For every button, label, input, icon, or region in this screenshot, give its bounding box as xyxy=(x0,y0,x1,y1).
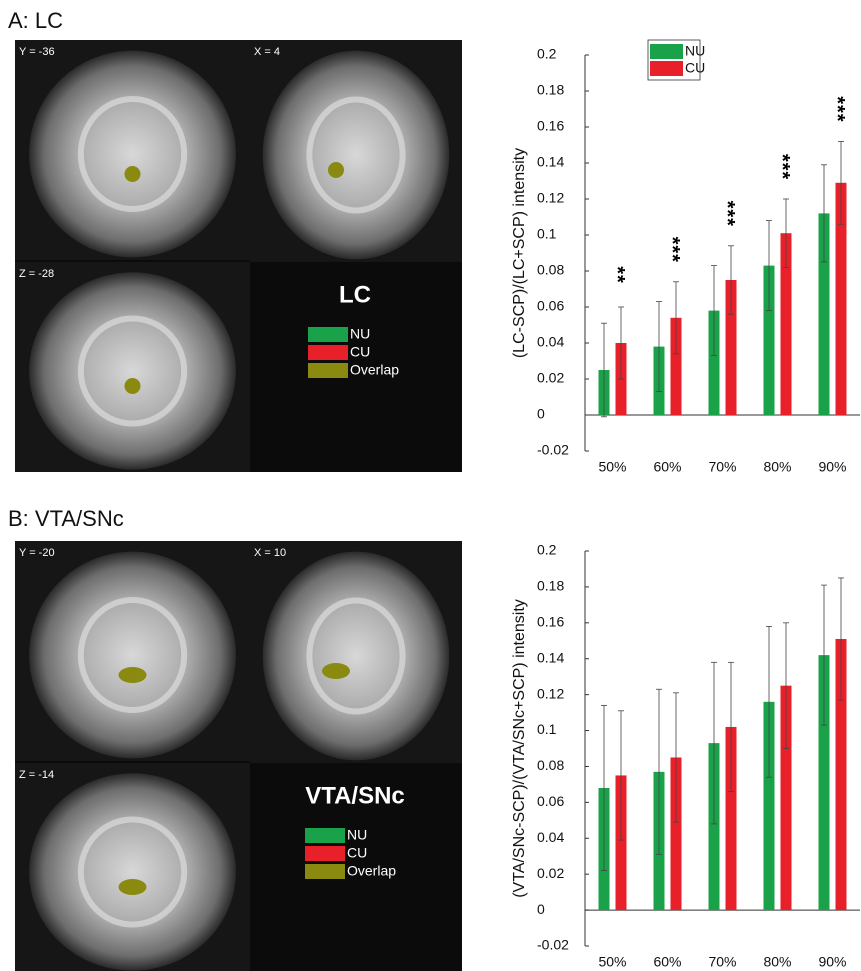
roi-mark xyxy=(119,879,147,895)
roi-mark xyxy=(125,378,141,394)
y-tick-label: 0.02 xyxy=(537,370,564,386)
y-tick-label: 0.12 xyxy=(537,685,564,701)
legend-swatch xyxy=(305,864,345,879)
legend-label: Overlap xyxy=(347,863,396,879)
panel-title: B: VTA/SNc xyxy=(8,506,124,531)
x-tick-label: 50% xyxy=(598,459,626,475)
x-tick-label: 60% xyxy=(653,459,681,475)
y-tick-label: 0.2 xyxy=(537,542,557,558)
y-tick-label: 0.04 xyxy=(537,829,564,845)
legend-swatch xyxy=(650,44,683,59)
x-tick-label: 70% xyxy=(708,459,736,475)
y-tick-label: 0.08 xyxy=(537,757,564,773)
legend-swatch xyxy=(305,828,345,843)
legend-swatch xyxy=(305,846,345,861)
figure: A: LCY = -36X = 4Z = -28LCNUCUOverlapB: … xyxy=(0,0,861,971)
legend-label: NU xyxy=(347,827,367,843)
y-tick-label: 0 xyxy=(537,406,545,422)
slice-label: Z = -28 xyxy=(19,268,54,280)
legend-swatch xyxy=(308,327,348,342)
y-tick-label: 0.02 xyxy=(537,865,564,881)
y-tick-label: -0.02 xyxy=(537,937,569,953)
legend-swatch xyxy=(650,61,683,76)
roi-mark xyxy=(119,667,147,683)
y-tick-label: 0.08 xyxy=(537,262,564,278)
y-tick-label: 0.1 xyxy=(537,226,557,242)
x-tick-label: 80% xyxy=(763,459,791,475)
y-tick-label: 0.04 xyxy=(537,334,564,350)
slice-label: X = 4 xyxy=(254,46,280,58)
y-tick-label: -0.02 xyxy=(537,442,569,458)
x-tick-label: 80% xyxy=(763,954,791,970)
slice-label: Z = -14 xyxy=(19,769,54,781)
significance-label: *** xyxy=(716,201,738,227)
brain-slice xyxy=(263,552,450,761)
roi-mark xyxy=(322,663,350,679)
y-tick-label: 0.18 xyxy=(537,82,564,98)
brain-slice xyxy=(29,773,236,970)
roi-mark xyxy=(328,162,344,178)
significance-label: *** xyxy=(771,154,793,180)
panel-title: A: LC xyxy=(8,8,63,33)
y-tick-label: 0.1 xyxy=(537,721,557,737)
significance-label: ** xyxy=(606,266,628,284)
brain-slice xyxy=(29,552,236,759)
brain-slice xyxy=(29,272,236,469)
y-tick-label: 0.16 xyxy=(537,118,564,134)
brain-slice xyxy=(29,51,236,258)
legend-label: CU xyxy=(347,845,367,861)
slice-label: Y = -36 xyxy=(19,46,55,58)
y-tick-label: 0.18 xyxy=(537,578,564,594)
significance-label: *** xyxy=(661,237,683,263)
legend-label: CU xyxy=(685,60,705,76)
legend-label: NU xyxy=(350,326,370,342)
legend-swatch xyxy=(308,363,348,378)
y-tick-label: 0.14 xyxy=(537,649,564,665)
legend-swatch xyxy=(308,345,348,360)
roi-label: VTA/SNc xyxy=(305,782,405,809)
x-tick-label: 60% xyxy=(653,954,681,970)
slice-label: X = 10 xyxy=(254,547,286,559)
y-tick-label: 0.12 xyxy=(537,190,564,206)
roi-label: LC xyxy=(339,281,371,308)
x-tick-label: 90% xyxy=(818,954,846,970)
x-tick-label: 90% xyxy=(818,459,846,475)
brain-slice xyxy=(263,51,450,260)
y-tick-label: 0 xyxy=(537,901,545,917)
significance-label: *** xyxy=(826,96,848,122)
legend-label: CU xyxy=(350,344,370,360)
slice-label: Y = -20 xyxy=(19,547,55,559)
y-tick-label: 0.06 xyxy=(537,298,564,314)
y-axis-label: (LC-SCP)/(LC+SCP) intensity xyxy=(511,148,528,358)
x-tick-label: 70% xyxy=(708,954,736,970)
y-axis-label: (VTA/SNc-SCP)/(VTA/SNc+SCP) intensity xyxy=(511,599,528,898)
legend-label: NU xyxy=(685,43,705,59)
legend-label: Overlap xyxy=(350,362,399,378)
y-tick-label: 0.2 xyxy=(537,46,557,62)
x-tick-label: 50% xyxy=(598,954,626,970)
roi-mark xyxy=(125,166,141,182)
y-tick-label: 0.14 xyxy=(537,154,564,170)
y-tick-label: 0.16 xyxy=(537,614,564,630)
y-tick-label: 0.06 xyxy=(537,793,564,809)
